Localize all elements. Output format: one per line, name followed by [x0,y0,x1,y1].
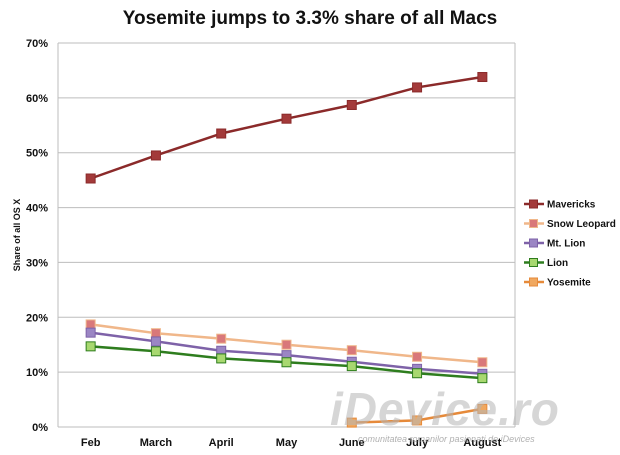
data-point [85,173,96,184]
data-point [412,368,423,379]
series-snow-leopard [85,319,488,368]
grid-lines [57,42,516,428]
data-point [150,336,161,347]
x-tick-label: Feb [81,437,101,449]
legend-swatch-marker [529,238,538,248]
watermark-brand: iDevice.ro [330,383,560,435]
series-lion [85,341,488,384]
y-tick-label: 40% [26,203,48,215]
data-point [216,333,227,344]
data-point [346,345,357,356]
x-tick-label: April [209,437,234,449]
data-point [85,341,96,352]
legend-label: Mavericks [547,200,596,211]
chart-title: Yosemite jumps to 3.3% share of all Macs [122,8,498,29]
data-point [150,328,161,339]
legend-label: Snow Leopard [547,219,616,230]
data-point [346,99,357,110]
data-point [216,128,227,139]
y-tick-label: 20% [26,312,48,324]
data-point [346,361,357,372]
data-point [85,319,96,330]
data-point [477,403,488,414]
y-tick-label: 60% [26,93,48,105]
legend-swatch-marker [529,219,538,228]
data-point [281,357,292,368]
legend-item: Snow Leopard [524,219,616,230]
series-mt-lion [85,327,488,379]
legend-item: Yosemite [524,277,591,289]
data-point [150,150,161,161]
data-point [150,346,161,357]
data-point [346,417,357,428]
series-group [85,72,488,428]
series-line [90,75,483,180]
data-point [477,72,488,83]
series-yosemite [346,403,488,428]
y-tick-labels: 0% 10% 20% 30% 40% 50% 60% 70% [26,38,48,434]
data-point [412,82,423,93]
data-point [412,351,423,362]
x-tick-label: March [140,437,173,449]
data-point [477,357,488,368]
y-tick-label: 10% [26,367,48,379]
y-tick-label: 50% [26,148,48,160]
series-mavericks [85,72,488,184]
y-tick-label: 0% [32,422,48,434]
legend-swatch-marker [529,258,538,267]
y-tick-label: 30% [26,257,48,269]
x-tick-label: June [339,437,365,449]
x-tick-labels: Feb March April May June July August [81,437,502,449]
watermark-tagline: comunitatea romanilor pasionati de iDevi… [358,434,535,444]
legend-label: Mt. Lion [547,239,585,250]
data-point [477,373,488,384]
y-axis-title: Share of all OS X [12,199,22,272]
data-point [412,415,423,426]
x-tick-label: May [276,437,298,449]
data-point [281,113,292,124]
legend-item: Mt. Lion [524,238,585,250]
data-point [216,353,227,364]
y-tick-label: 70% [26,38,48,50]
legend-item: Lion [524,258,568,269]
legend-label: Lion [547,258,568,269]
data-point [281,339,292,350]
data-point [85,327,96,338]
legend-swatch-marker [529,199,538,209]
legend-item: Mavericks [524,199,596,211]
legend-swatch-marker [529,277,538,287]
legend: Mavericks Snow Leopard Mt. Lion Lion Yosemit… [524,199,616,289]
x-tick-label: August [463,437,501,449]
x-tick-label: July [406,437,429,449]
legend-label: Yosemite [547,278,591,289]
